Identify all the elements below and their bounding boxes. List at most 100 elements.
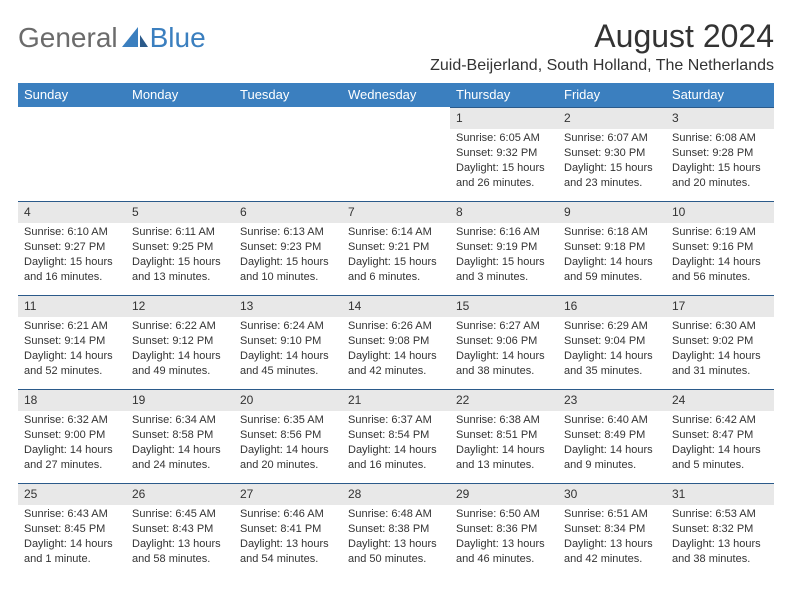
sunrise-text: Sunrise: 6:11 AM [132,225,228,240]
day-cell: 12Sunrise: 6:22 AMSunset: 9:12 PMDayligh… [126,295,234,389]
day-number: 19 [126,389,234,411]
day-details: Sunrise: 6:19 AMSunset: 9:16 PMDaylight:… [666,223,774,288]
daylight-text: Daylight: 13 hours and 46 minutes. [456,537,552,567]
day-cell: 15Sunrise: 6:27 AMSunset: 9:06 PMDayligh… [450,295,558,389]
sunset-text: Sunset: 9:16 PM [672,240,768,255]
day-details: Sunrise: 6:40 AMSunset: 8:49 PMDaylight:… [558,411,666,476]
day-number: 7 [342,201,450,223]
day-number: 18 [18,389,126,411]
daylight-text: Daylight: 15 hours and 10 minutes. [240,255,336,285]
day-details: Sunrise: 6:14 AMSunset: 9:21 PMDaylight:… [342,223,450,288]
sunset-text: Sunset: 8:41 PM [240,522,336,537]
week-row: 1Sunrise: 6:05 AMSunset: 9:32 PMDaylight… [18,107,774,201]
week-row: 11Sunrise: 6:21 AMSunset: 9:14 PMDayligh… [18,295,774,389]
day-number: 23 [558,389,666,411]
sunset-text: Sunset: 9:04 PM [564,334,660,349]
day-number: 1 [450,107,558,129]
day-details: Sunrise: 6:34 AMSunset: 8:58 PMDaylight:… [126,411,234,476]
day-cell: 20Sunrise: 6:35 AMSunset: 8:56 PMDayligh… [234,389,342,483]
day-number: 5 [126,201,234,223]
daylight-text: Daylight: 14 hours and 27 minutes. [24,443,120,473]
dow-cell: Friday [558,83,666,107]
daylight-text: Daylight: 15 hours and 13 minutes. [132,255,228,285]
daylight-text: Daylight: 15 hours and 23 minutes. [564,161,660,191]
day-cell [234,107,342,201]
daylight-text: Daylight: 14 hours and 56 minutes. [672,255,768,285]
day-details: Sunrise: 6:50 AMSunset: 8:36 PMDaylight:… [450,505,558,570]
sunrise-text: Sunrise: 6:21 AM [24,319,120,334]
day-cell: 13Sunrise: 6:24 AMSunset: 9:10 PMDayligh… [234,295,342,389]
day-details: Sunrise: 6:07 AMSunset: 9:30 PMDaylight:… [558,129,666,194]
dow-cell: Wednesday [342,83,450,107]
day-details: Sunrise: 6:21 AMSunset: 9:14 PMDaylight:… [18,317,126,382]
day-details: Sunrise: 6:45 AMSunset: 8:43 PMDaylight:… [126,505,234,570]
daylight-text: Daylight: 14 hours and 59 minutes. [564,255,660,285]
sunset-text: Sunset: 9:00 PM [24,428,120,443]
day-number: 3 [666,107,774,129]
sunrise-text: Sunrise: 6:10 AM [24,225,120,240]
sunrise-text: Sunrise: 6:35 AM [240,413,336,428]
day-cell [342,107,450,201]
sunset-text: Sunset: 9:10 PM [240,334,336,349]
day-number: 12 [126,295,234,317]
sunset-text: Sunset: 8:36 PM [456,522,552,537]
sunrise-text: Sunrise: 6:18 AM [564,225,660,240]
location: Zuid-Beijerland, South Holland, The Neth… [430,57,774,75]
day-cell: 10Sunrise: 6:19 AMSunset: 9:16 PMDayligh… [666,201,774,295]
day-cell: 1Sunrise: 6:05 AMSunset: 9:32 PMDaylight… [450,107,558,201]
week-row: 25Sunrise: 6:43 AMSunset: 8:45 PMDayligh… [18,483,774,577]
sunrise-text: Sunrise: 6:14 AM [348,225,444,240]
daylight-text: Daylight: 13 hours and 42 minutes. [564,537,660,567]
day-details: Sunrise: 6:53 AMSunset: 8:32 PMDaylight:… [666,505,774,570]
day-cell: 24Sunrise: 6:42 AMSunset: 8:47 PMDayligh… [666,389,774,483]
logo-part1: General [18,22,118,54]
sunrise-text: Sunrise: 6:30 AM [672,319,768,334]
day-number: 11 [18,295,126,317]
day-cell: 4Sunrise: 6:10 AMSunset: 9:27 PMDaylight… [18,201,126,295]
sunrise-text: Sunrise: 6:37 AM [348,413,444,428]
day-cell: 14Sunrise: 6:26 AMSunset: 9:08 PMDayligh… [342,295,450,389]
sunset-text: Sunset: 9:02 PM [672,334,768,349]
sunrise-text: Sunrise: 6:29 AM [564,319,660,334]
day-cell: 22Sunrise: 6:38 AMSunset: 8:51 PMDayligh… [450,389,558,483]
sunset-text: Sunset: 9:06 PM [456,334,552,349]
daylight-text: Daylight: 15 hours and 6 minutes. [348,255,444,285]
sunrise-text: Sunrise: 6:42 AM [672,413,768,428]
daylight-text: Daylight: 14 hours and 9 minutes. [564,443,660,473]
sunset-text: Sunset: 8:51 PM [456,428,552,443]
sunset-text: Sunset: 8:38 PM [348,522,444,537]
daylight-text: Daylight: 13 hours and 38 minutes. [672,537,768,567]
dow-cell: Saturday [666,83,774,107]
day-cell: 21Sunrise: 6:37 AMSunset: 8:54 PMDayligh… [342,389,450,483]
day-details: Sunrise: 6:32 AMSunset: 9:00 PMDaylight:… [18,411,126,476]
day-details: Sunrise: 6:10 AMSunset: 9:27 PMDaylight:… [18,223,126,288]
daylight-text: Daylight: 14 hours and 13 minutes. [456,443,552,473]
dow-cell: Thursday [450,83,558,107]
day-cell [126,107,234,201]
sunrise-text: Sunrise: 6:05 AM [456,131,552,146]
day-details: Sunrise: 6:29 AMSunset: 9:04 PMDaylight:… [558,317,666,382]
daylight-text: Daylight: 14 hours and 35 minutes. [564,349,660,379]
day-number: 25 [18,483,126,505]
day-number: 17 [666,295,774,317]
day-number: 30 [558,483,666,505]
daylight-text: Daylight: 15 hours and 20 minutes. [672,161,768,191]
day-cell: 23Sunrise: 6:40 AMSunset: 8:49 PMDayligh… [558,389,666,483]
daylight-text: Daylight: 14 hours and 31 minutes. [672,349,768,379]
sunset-text: Sunset: 9:14 PM [24,334,120,349]
day-number: 16 [558,295,666,317]
sunset-text: Sunset: 8:56 PM [240,428,336,443]
sunrise-text: Sunrise: 6:22 AM [132,319,228,334]
day-number: 13 [234,295,342,317]
sunrise-text: Sunrise: 6:13 AM [240,225,336,240]
sunrise-text: Sunrise: 6:46 AM [240,507,336,522]
sunrise-text: Sunrise: 6:51 AM [564,507,660,522]
sunrise-text: Sunrise: 6:24 AM [240,319,336,334]
day-details: Sunrise: 6:48 AMSunset: 8:38 PMDaylight:… [342,505,450,570]
day-cell: 6Sunrise: 6:13 AMSunset: 9:23 PMDaylight… [234,201,342,295]
daylight-text: Daylight: 14 hours and 24 minutes. [132,443,228,473]
daylight-text: Daylight: 13 hours and 58 minutes. [132,537,228,567]
header: General Blue August 2024 Zuid-Beijerland… [18,18,774,75]
day-number: 26 [126,483,234,505]
sunset-text: Sunset: 8:43 PM [132,522,228,537]
